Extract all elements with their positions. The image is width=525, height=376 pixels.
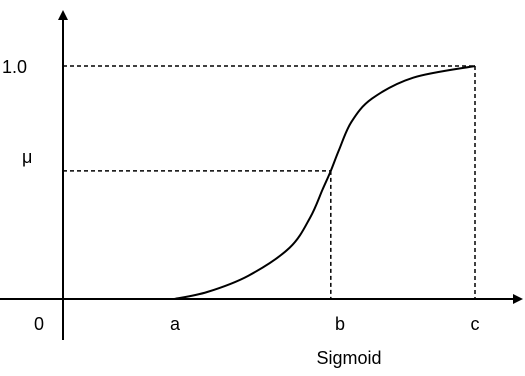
x-tick-label-c: c — [471, 314, 480, 334]
x-tick-label-a: a — [170, 314, 181, 334]
x-tick-label-origin: 0 — [34, 314, 44, 334]
x-tick-label-b: b — [335, 314, 345, 334]
sigmoid-curve — [174, 65, 476, 300]
y-tick-label-top: 1.0 — [2, 57, 27, 77]
y-tick-label-mu: μ — [22, 147, 32, 167]
chart-caption: Sigmoid — [316, 348, 381, 368]
